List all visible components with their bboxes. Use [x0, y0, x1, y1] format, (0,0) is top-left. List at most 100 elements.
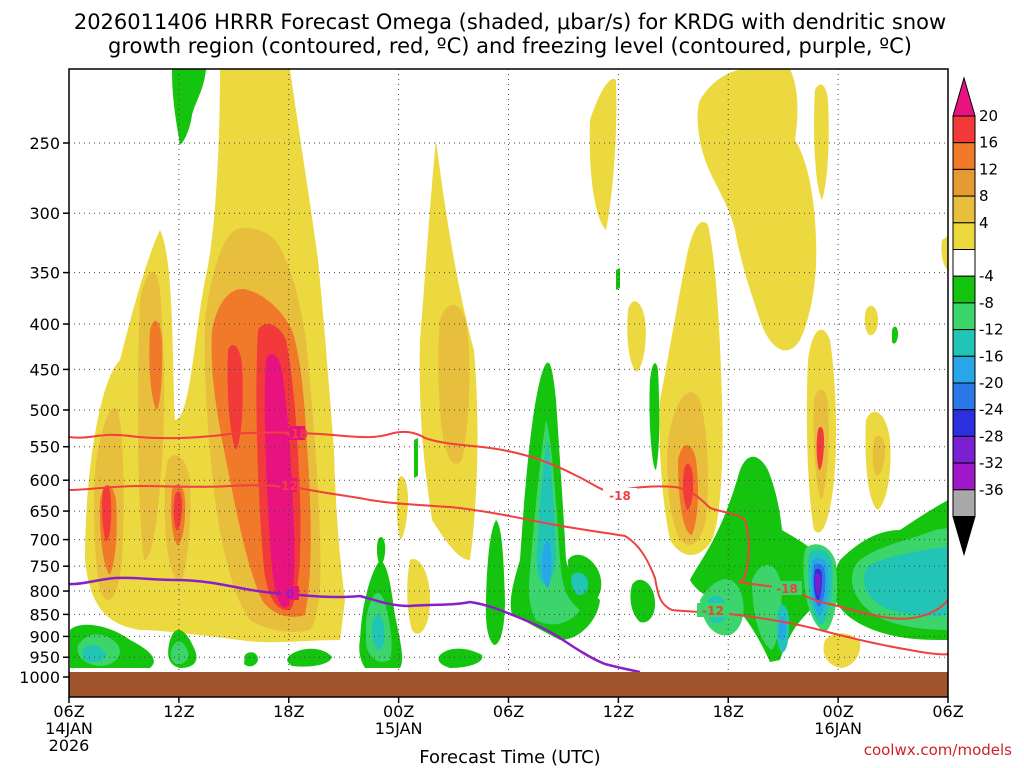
- colorbar-swatch: [952, 302, 976, 331]
- omega-field-69: [541, 540, 552, 588]
- omega-field-43: [438, 648, 483, 668]
- y-tick-label: 300: [29, 204, 60, 223]
- y-tick-label: 500: [29, 401, 60, 420]
- omega-field-30: [227, 345, 243, 450]
- omega-field-74: [815, 573, 821, 596]
- x-tick-label: 18Z: [713, 702, 744, 721]
- colorbar-tick-label: -24: [979, 401, 1004, 419]
- omega-field-22: [872, 435, 885, 476]
- colorbar-tick-label: 8: [979, 187, 989, 205]
- colorbar-swatch: [952, 329, 976, 357]
- x-tick-date-label: 14JAN: [45, 719, 93, 738]
- x-tick-label: 00Z: [822, 702, 853, 721]
- y-tick-label: 650: [29, 502, 60, 521]
- x-tick-label: 18Z: [273, 702, 304, 721]
- omega-field-3: [396, 476, 408, 540]
- omega-field-24: [149, 320, 163, 410]
- colorbar-tick-label: 16: [979, 134, 998, 152]
- omega-field-49: [649, 363, 660, 470]
- omega-field-61: [82, 645, 106, 663]
- x-tick-date-label: 15JAN: [375, 719, 423, 738]
- colorbar-tick-label: -28: [979, 427, 1004, 445]
- x-tick-label: 12Z: [603, 702, 634, 721]
- y-tick-label: 700: [29, 531, 60, 550]
- chart-title-line2: growth region (contoured, red, ºC) and f…: [108, 34, 912, 58]
- omega-field-52: [892, 326, 898, 344]
- contour-label-dgz-bottom-1: -12: [276, 479, 298, 493]
- colorbar-tick-label: -12: [979, 321, 1004, 339]
- x-tick-date-label: 16JAN: [814, 719, 862, 738]
- omega-field-50: [690, 456, 837, 662]
- colorbar-swatch: [952, 462, 976, 491]
- omega-field-63: [536, 440, 556, 584]
- chart-title-line1: 2026011406 HRRR Forecast Omega (shaded, …: [74, 10, 946, 34]
- colorbar-tick-label: -8: [979, 294, 994, 312]
- omega-field-29: [173, 491, 182, 531]
- omega-field-48: [630, 579, 656, 623]
- omega-field-14: [823, 633, 861, 668]
- contour-label-dgz-top-3: -18: [776, 582, 798, 596]
- colorbar: 20 16 12 8 4 -4 -8 -12 -16 -20 -24 -28 -32 -36: [952, 76, 1004, 557]
- colorbar-swatch: [952, 409, 976, 437]
- colorbar-tick-label: -32: [979, 454, 1004, 472]
- colorbar-tick-label: -16: [979, 347, 1004, 365]
- contour-label-dgz-bottom-2: -12: [702, 604, 724, 618]
- x-axis-title: Forecast Time (UTC): [419, 747, 600, 768]
- omega-field-32: [683, 463, 694, 510]
- y-tick-label: 950: [29, 648, 60, 667]
- omega-field-44: [485, 520, 505, 645]
- omega-field-38: [244, 652, 258, 667]
- y-tick-label: 850: [29, 605, 60, 624]
- colorbar-tick-label: -4: [979, 267, 994, 285]
- colorbar-swatch: [952, 168, 976, 197]
- colorbar-swatch: [952, 142, 976, 170]
- omega-field-9: [813, 84, 829, 200]
- omega-field-5: [589, 79, 617, 231]
- omega-field-35: [172, 69, 206, 145]
- y-tick-label: 600: [29, 471, 60, 490]
- contour-label-dgz-top-1: -18: [286, 427, 308, 441]
- y-tick-label: 550: [29, 438, 60, 457]
- y-tick-label: 900: [29, 627, 60, 646]
- omega-field-41: [376, 537, 386, 565]
- omega-field-33: [816, 426, 824, 470]
- x-tick-label: 06Z: [932, 702, 963, 721]
- colorbar-tick-label: 20: [979, 107, 998, 125]
- x-tick-label: 12Z: [163, 702, 194, 721]
- omega-field-19: [438, 305, 470, 464]
- x-tick-label: 06Z: [493, 702, 524, 721]
- colorbar-swatch: [952, 115, 976, 144]
- omega-field-12: [864, 305, 878, 336]
- colorbar-swatch: [952, 382, 976, 411]
- omega-field-67: [864, 547, 948, 617]
- freezing-level-contour: [68, 576, 641, 674]
- colorbar-tick-label: -36: [979, 481, 1004, 499]
- colorbar-tick-label: 12: [979, 160, 998, 178]
- omega-field-68: [571, 572, 589, 596]
- omega-field-4: [407, 559, 430, 634]
- y-tick-label: 800: [29, 582, 60, 601]
- colorbar-swatch: [952, 195, 976, 224]
- dgz-bottom-contour: [68, 484, 949, 656]
- colorbar-tick-label: -20: [979, 374, 1004, 392]
- colorbar-top-triangle: [952, 76, 976, 117]
- omega-field-42: [414, 438, 418, 478]
- colorbar-tick-label: 4: [979, 214, 989, 232]
- y-tick-label: 250: [29, 134, 60, 153]
- y-tick-label: 450: [29, 360, 60, 379]
- colorbar-swatch: [952, 435, 976, 464]
- x-tick-label: 00Z: [383, 702, 414, 721]
- credit-text: coolwx.com/models: [864, 741, 1012, 759]
- y-tick-label: 350: [29, 264, 60, 283]
- ground-surface-fill: [69, 672, 948, 697]
- y-tick-label: 750: [29, 557, 60, 576]
- contour-label-dgz-top-2: -18: [609, 489, 631, 503]
- contour-label-group: -18 -12 -18 -12 -18 0: [276, 426, 802, 618]
- contour-label-freezing: 0: [286, 587, 294, 601]
- colorbar-bottom-triangle: [952, 516, 976, 557]
- omega-field-62: [371, 614, 385, 650]
- y-tick-label: 400: [29, 315, 60, 334]
- omega-field-6: [627, 301, 646, 372]
